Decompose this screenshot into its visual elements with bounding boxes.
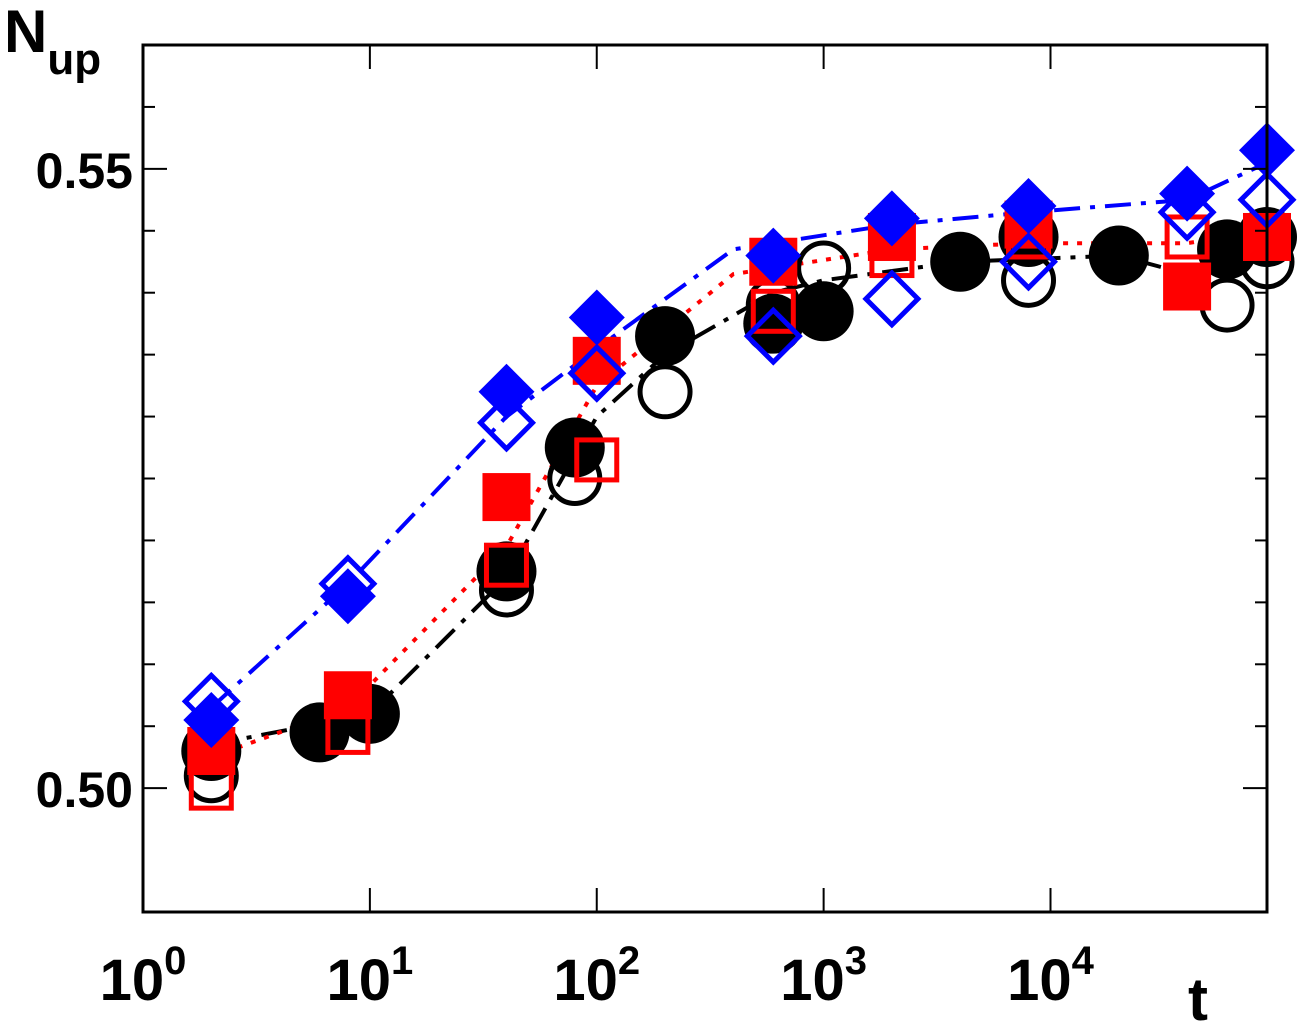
x-tick-label-base: 10 xyxy=(100,948,165,1013)
data-point-circle xyxy=(930,231,991,292)
plot-frame xyxy=(141,43,1269,914)
x-tick-label: 100 xyxy=(100,939,187,1013)
x-tick-label: 101 xyxy=(326,939,413,1013)
x-axis-ticks: 100 101 102 103 104 xyxy=(100,45,1095,1013)
data-point-diamond xyxy=(743,306,803,366)
data-point-square xyxy=(1163,262,1212,311)
y-axis-label: Nup xyxy=(4,0,101,84)
data-point-diamond xyxy=(1157,182,1217,242)
data-point-diamond xyxy=(478,363,535,420)
series-line xyxy=(210,247,1268,747)
y-axis-ticks: 0.50 0.55 xyxy=(36,105,1267,818)
data-point-circle xyxy=(793,281,854,342)
y-axis-label-main: N xyxy=(4,0,47,65)
data-point-diamond xyxy=(745,227,802,284)
data-point-diamond xyxy=(862,269,922,329)
x-tick-label-exponent: 0 xyxy=(164,939,186,983)
data-point-circle xyxy=(932,234,988,290)
series-line xyxy=(209,160,1268,710)
data-point-diamond xyxy=(998,232,1059,292)
data-point-square xyxy=(483,542,529,588)
x-tick-label: 102 xyxy=(553,939,640,1013)
data-point-circle xyxy=(1091,228,1147,284)
x-tick-label-base: 10 xyxy=(553,948,618,1013)
x-tick-label: 103 xyxy=(780,939,867,1013)
y-axis-label-subscript: up xyxy=(47,35,101,84)
data-point-diamond xyxy=(319,568,376,625)
data-point-square xyxy=(574,437,620,483)
data-point-circle xyxy=(292,704,348,760)
x-tick-label-base: 10 xyxy=(780,948,845,1013)
data-point-square xyxy=(325,709,371,755)
x-tick-label-base: 10 xyxy=(1007,948,1072,1013)
data-point-circle xyxy=(478,562,534,618)
y-tick-label: 0.55 xyxy=(36,143,133,199)
data-point-diamond xyxy=(568,289,625,346)
data-point-circle xyxy=(796,240,852,296)
data-point-square xyxy=(482,473,531,522)
data-point-square xyxy=(188,765,234,811)
data-point-square xyxy=(750,288,796,334)
x-axis-label: t xyxy=(1188,966,1208,1029)
data-point-diamond xyxy=(181,671,241,731)
data-point-circle xyxy=(635,306,696,367)
data-point-diamond xyxy=(1000,178,1057,234)
x-tick-label-exponent: 4 xyxy=(1072,939,1095,983)
data-point-diamond xyxy=(318,554,378,614)
x-tick-label: 104 xyxy=(1007,939,1095,1013)
series-markers xyxy=(181,122,1297,811)
data-point-diamond xyxy=(476,393,537,453)
x-tick-label-base: 10 xyxy=(326,948,391,1013)
data-point-diamond xyxy=(863,190,920,247)
y-tick-label: 0.50 xyxy=(36,762,133,818)
x-tick-label-exponent: 2 xyxy=(618,939,640,983)
data-point-diamond xyxy=(567,343,627,403)
data-point-circle xyxy=(1088,225,1149,286)
x-tick-label-exponent: 1 xyxy=(391,939,413,983)
data-point-circle xyxy=(637,364,693,420)
data-point-diamond xyxy=(183,692,240,748)
x-tick-label-exponent: 3 xyxy=(845,939,867,983)
data-point-circle xyxy=(743,293,804,354)
data-point-diamond xyxy=(1159,165,1216,222)
